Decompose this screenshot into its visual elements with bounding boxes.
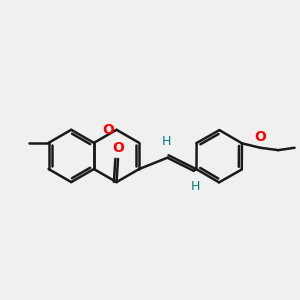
Text: O: O — [254, 130, 266, 144]
Text: O: O — [102, 123, 114, 137]
Text: H: H — [190, 180, 200, 193]
Text: H: H — [161, 135, 171, 148]
Text: O: O — [112, 141, 124, 155]
